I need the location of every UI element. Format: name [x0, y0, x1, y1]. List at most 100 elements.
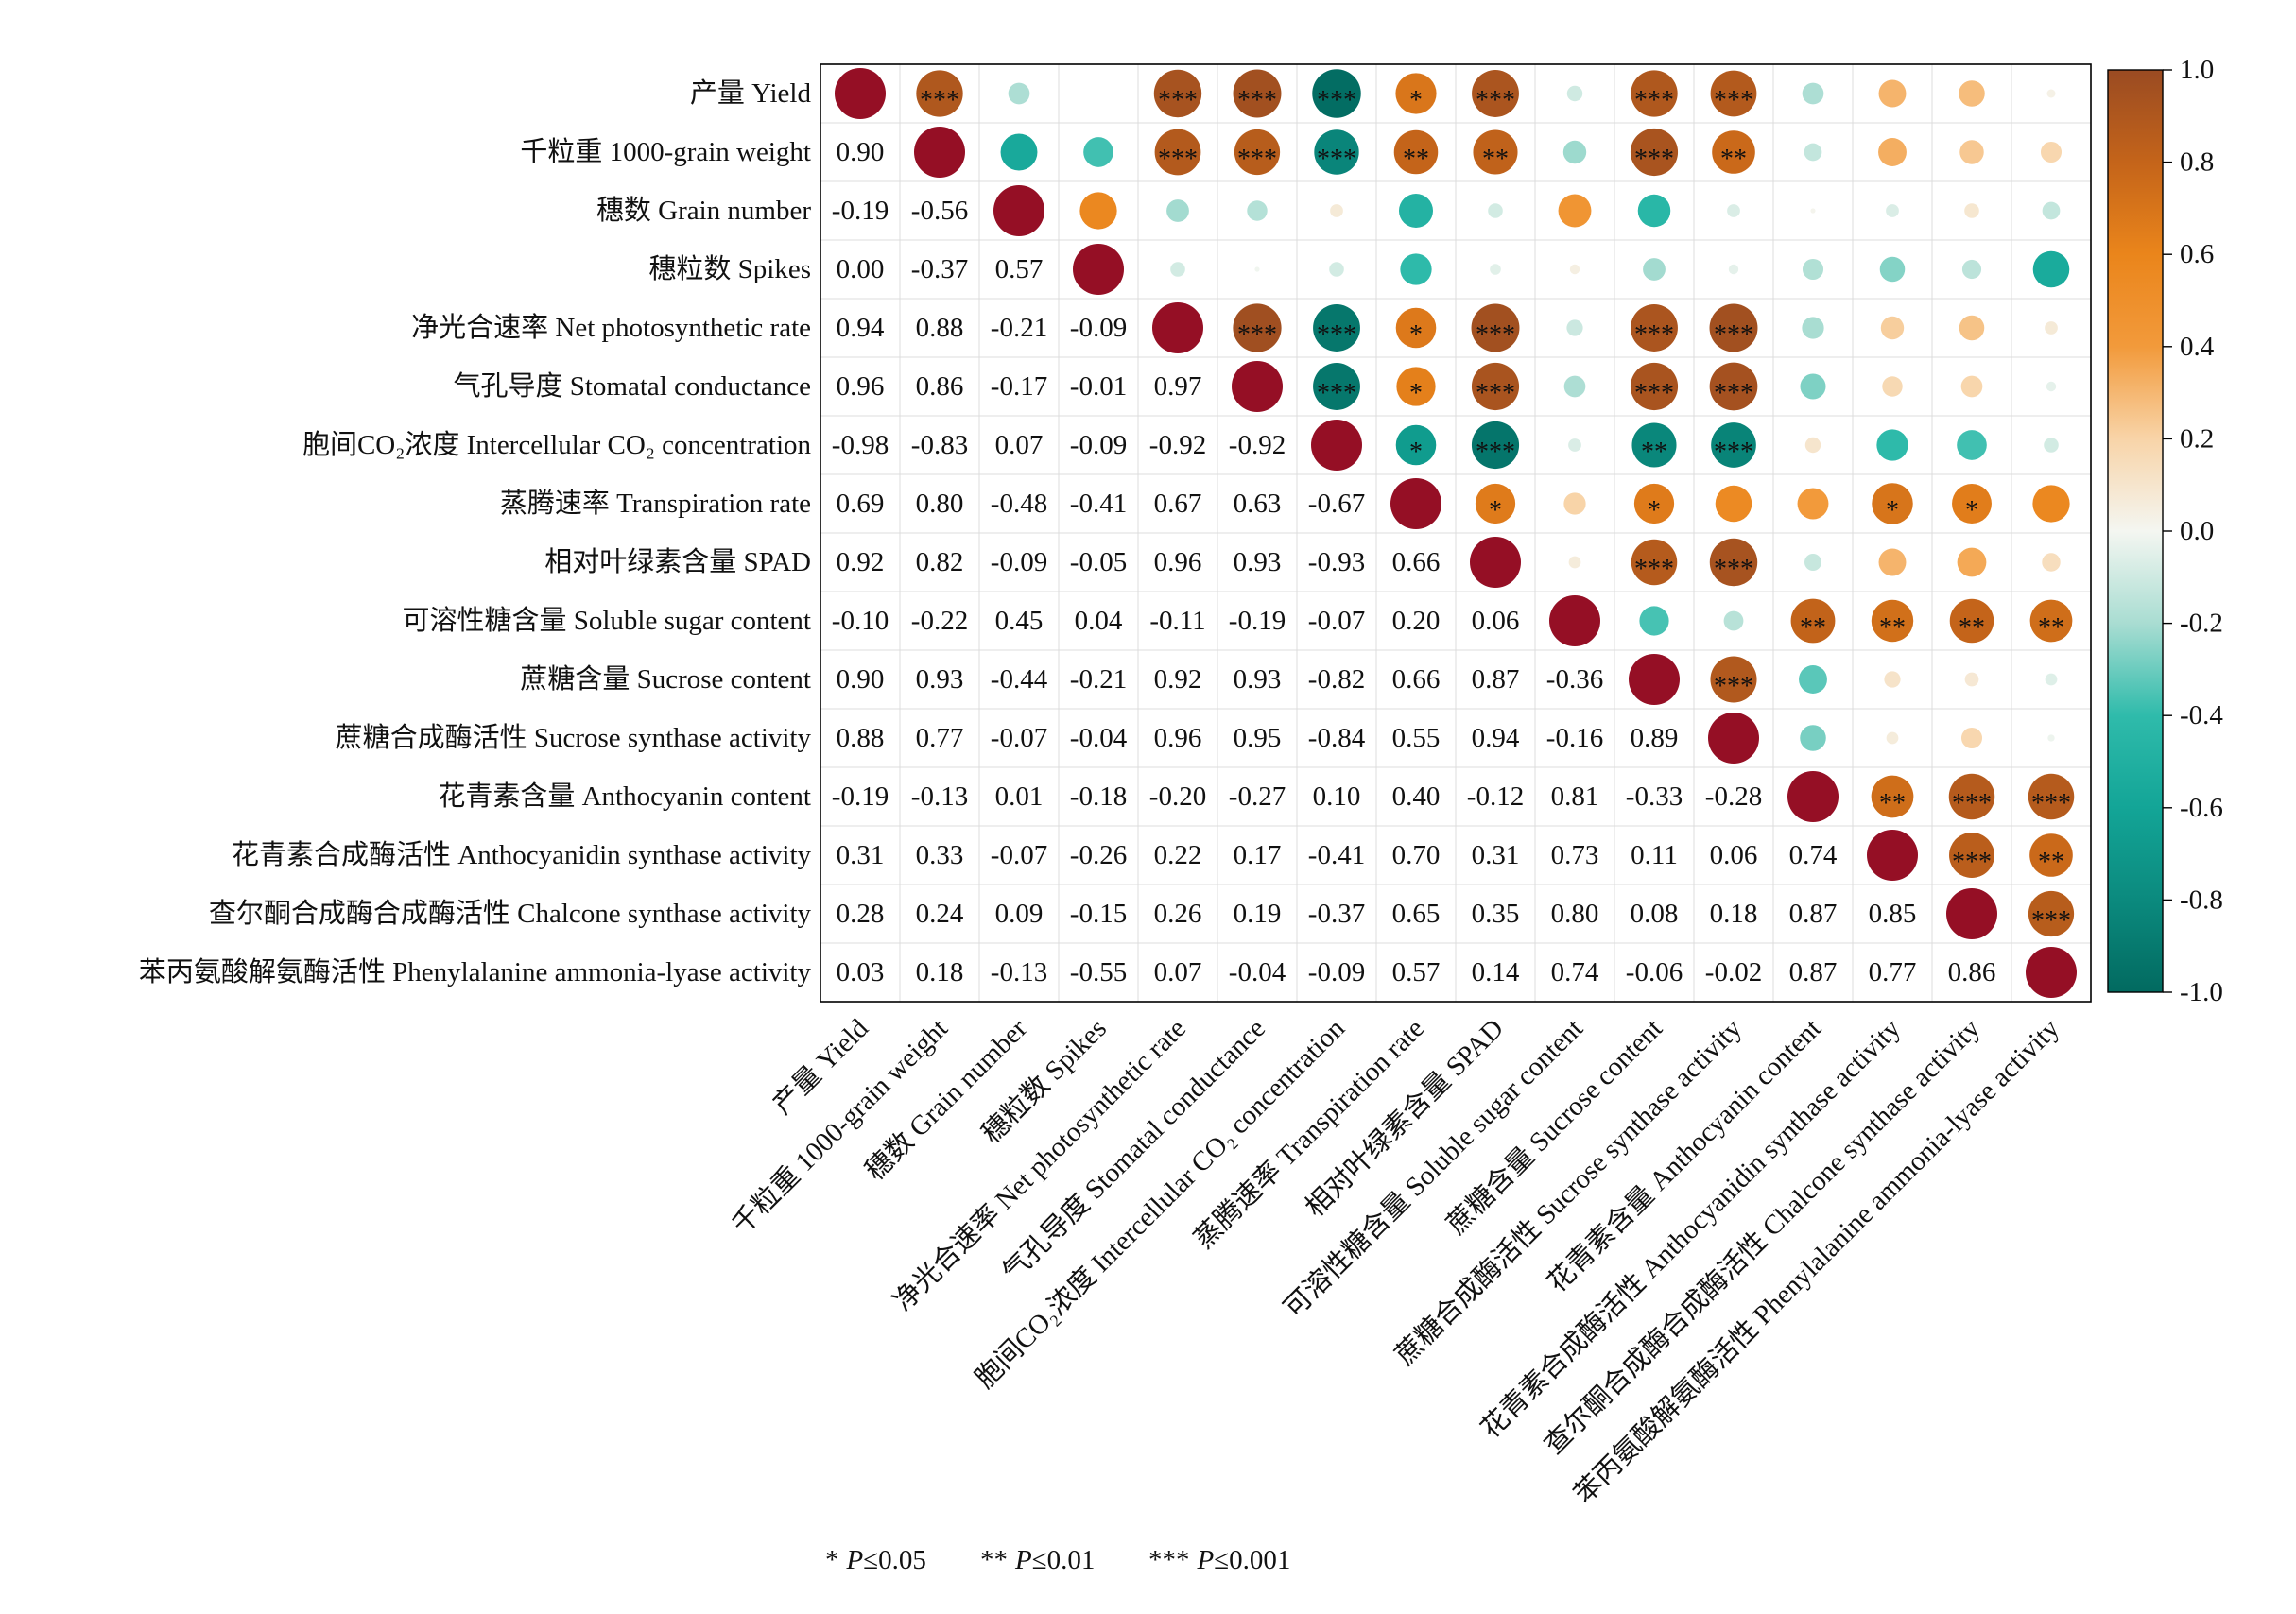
correlation-value: -0.92 — [1229, 430, 1286, 460]
significance-marker: ** — [1482, 145, 1509, 174]
significance-marker: *** — [1952, 848, 1992, 877]
correlation-circle — [1490, 264, 1501, 275]
correlation-value: -0.07 — [991, 723, 1047, 753]
correlation-value: -0.07 — [1308, 606, 1365, 636]
correlation-value: -0.82 — [1308, 664, 1365, 695]
correlation-value: 0.57 — [1392, 957, 1441, 987]
correlation-value: -0.19 — [832, 781, 889, 812]
row-label: 蔗糖合成酶活性 Sucrose synthase activity — [336, 722, 812, 753]
row-label: 花青素合成酶活性 Anthocyanidin synthase activity — [232, 839, 811, 870]
correlation-value: 0.63 — [1234, 489, 1282, 519]
correlation-circle — [1804, 143, 1822, 162]
legend-threshold: ≤0.001 — [1214, 1545, 1290, 1575]
correlation-value: 0.81 — [1551, 781, 1599, 812]
correlation-circle — [1711, 422, 1756, 468]
correlation-value: 0.80 — [1551, 899, 1599, 929]
significance-marker: *** — [1237, 145, 1277, 174]
correlation-value: -0.20 — [1149, 781, 1206, 812]
correlation-value: -0.01 — [1070, 371, 1127, 402]
correlation-circle — [1314, 129, 1359, 175]
diagonal-circle — [1152, 302, 1203, 353]
correlation-value: -0.21 — [991, 313, 1047, 343]
correlation-value: -0.83 — [911, 430, 968, 460]
colorbar-tick-label: -0.4 — [2180, 700, 2223, 730]
correlation-value: 0.70 — [1392, 840, 1441, 870]
correlation-circle — [2029, 833, 2073, 877]
grid-lines — [820, 64, 2091, 1002]
significance-marker: *** — [1476, 379, 1515, 408]
correlation-circle — [1876, 429, 1908, 461]
colorbar-tick-label: -0.2 — [2180, 609, 2223, 639]
significance-marker: *** — [1634, 320, 1674, 350]
significance-marker: * — [1409, 86, 1423, 115]
significance-marker: *** — [1237, 320, 1277, 350]
correlation-value: -0.09 — [991, 547, 1047, 577]
correlation-circle — [1566, 319, 1583, 336]
correlation-value: 0.33 — [916, 840, 964, 870]
correlation-circle — [1959, 80, 1985, 107]
column-label: 胞间CO₂浓度 Intercellular CO₂ concentration — [969, 1012, 1351, 1394]
correlation-value: -0.33 — [1626, 781, 1683, 812]
correlation-circle — [1166, 199, 1189, 222]
correlation-circle — [1234, 129, 1281, 176]
correlation-circle — [1558, 194, 1592, 228]
correlation-circle — [1000, 133, 1038, 171]
correlation-circle — [1709, 303, 1758, 352]
correlation-value: 0.96 — [1154, 723, 1202, 753]
correlation-circle — [2044, 438, 2059, 453]
row-label: 相对叶绿素含量 SPAD — [544, 546, 811, 577]
colorbar-tick-label: -1.0 — [2180, 977, 2223, 1007]
correlation-value: 0.87 — [1789, 957, 1838, 987]
correlation-circle — [1709, 538, 1758, 587]
significance-marker: * — [1409, 379, 1423, 408]
correlation-value: 0.65 — [1392, 899, 1441, 929]
correlation-circle — [1233, 69, 1282, 118]
correlation-circle — [1472, 70, 1519, 117]
correlation-value: 0.26 — [1154, 899, 1202, 929]
significance-marker: * — [1648, 496, 1661, 525]
correlation-value: -0.98 — [832, 430, 889, 460]
diagonal-circle — [2026, 947, 2077, 998]
row-label: 胞间CO₂浓度 Intercellular CO₂ concentration — [302, 429, 812, 460]
correlation-circle — [1884, 671, 1901, 688]
correlation-value: 0.82 — [916, 547, 964, 577]
correlation-value: -0.04 — [1070, 723, 1128, 753]
correlation-circle — [2032, 250, 2070, 288]
correlation-value: 0.06 — [1710, 840, 1758, 870]
correlation-value: -0.55 — [1070, 957, 1127, 987]
correlation-value: 0.96 — [1154, 547, 1202, 577]
correlation-value: 0.06 — [1472, 606, 1520, 636]
significance-marker: ** — [2038, 613, 2064, 643]
correlation-value: 0.07 — [1154, 957, 1202, 987]
significance-marker: ** — [1879, 789, 1906, 818]
colorbar-tick-label: 0.2 — [2180, 423, 2214, 454]
diagonal-circle — [993, 185, 1044, 236]
correlation-value: -0.41 — [1070, 489, 1127, 519]
correlation-value: 0.66 — [1392, 664, 1441, 695]
correlation-value: 0.74 — [1789, 840, 1838, 870]
correlation-value: -0.02 — [1705, 957, 1762, 987]
correlation-circle — [1960, 375, 1983, 398]
correlation-value: -0.09 — [1070, 313, 1127, 343]
row-label: 查尔酮合成酶合成酶活性 Chalcone synthase activity — [209, 898, 812, 929]
correlation-circle — [2029, 599, 2073, 643]
correlation-value: 0.17 — [1234, 840, 1282, 870]
correlation-value: 0.74 — [1551, 957, 1599, 987]
legend-p-symbol: P — [1197, 1545, 1215, 1575]
correlation-circle — [1957, 547, 1987, 577]
correlation-circle — [1710, 70, 1757, 117]
correlation-value: 0.07 — [995, 430, 1044, 460]
correlation-value: 0.89 — [1631, 723, 1679, 753]
correlation-value: -0.17 — [991, 371, 1047, 402]
correlation-circle — [1475, 483, 1516, 524]
correlation-circle — [1878, 138, 1907, 166]
correlation-value: 0.90 — [837, 664, 885, 695]
row-labels: 产量 Yield 千粒重 1000-grain weight 穗数 Grain nu… — [139, 77, 812, 987]
diagonal-circle — [1470, 537, 1521, 588]
significance-markers: *** *** *** *** * *** *** ****** *** *** ** ** *** **… — [920, 86, 2071, 936]
significance-marker: *** — [1714, 320, 1753, 350]
significance-marker: *** — [1714, 672, 1753, 701]
significance-marker: *** — [1634, 145, 1674, 174]
correlation-value: -0.04 — [1229, 957, 1286, 987]
